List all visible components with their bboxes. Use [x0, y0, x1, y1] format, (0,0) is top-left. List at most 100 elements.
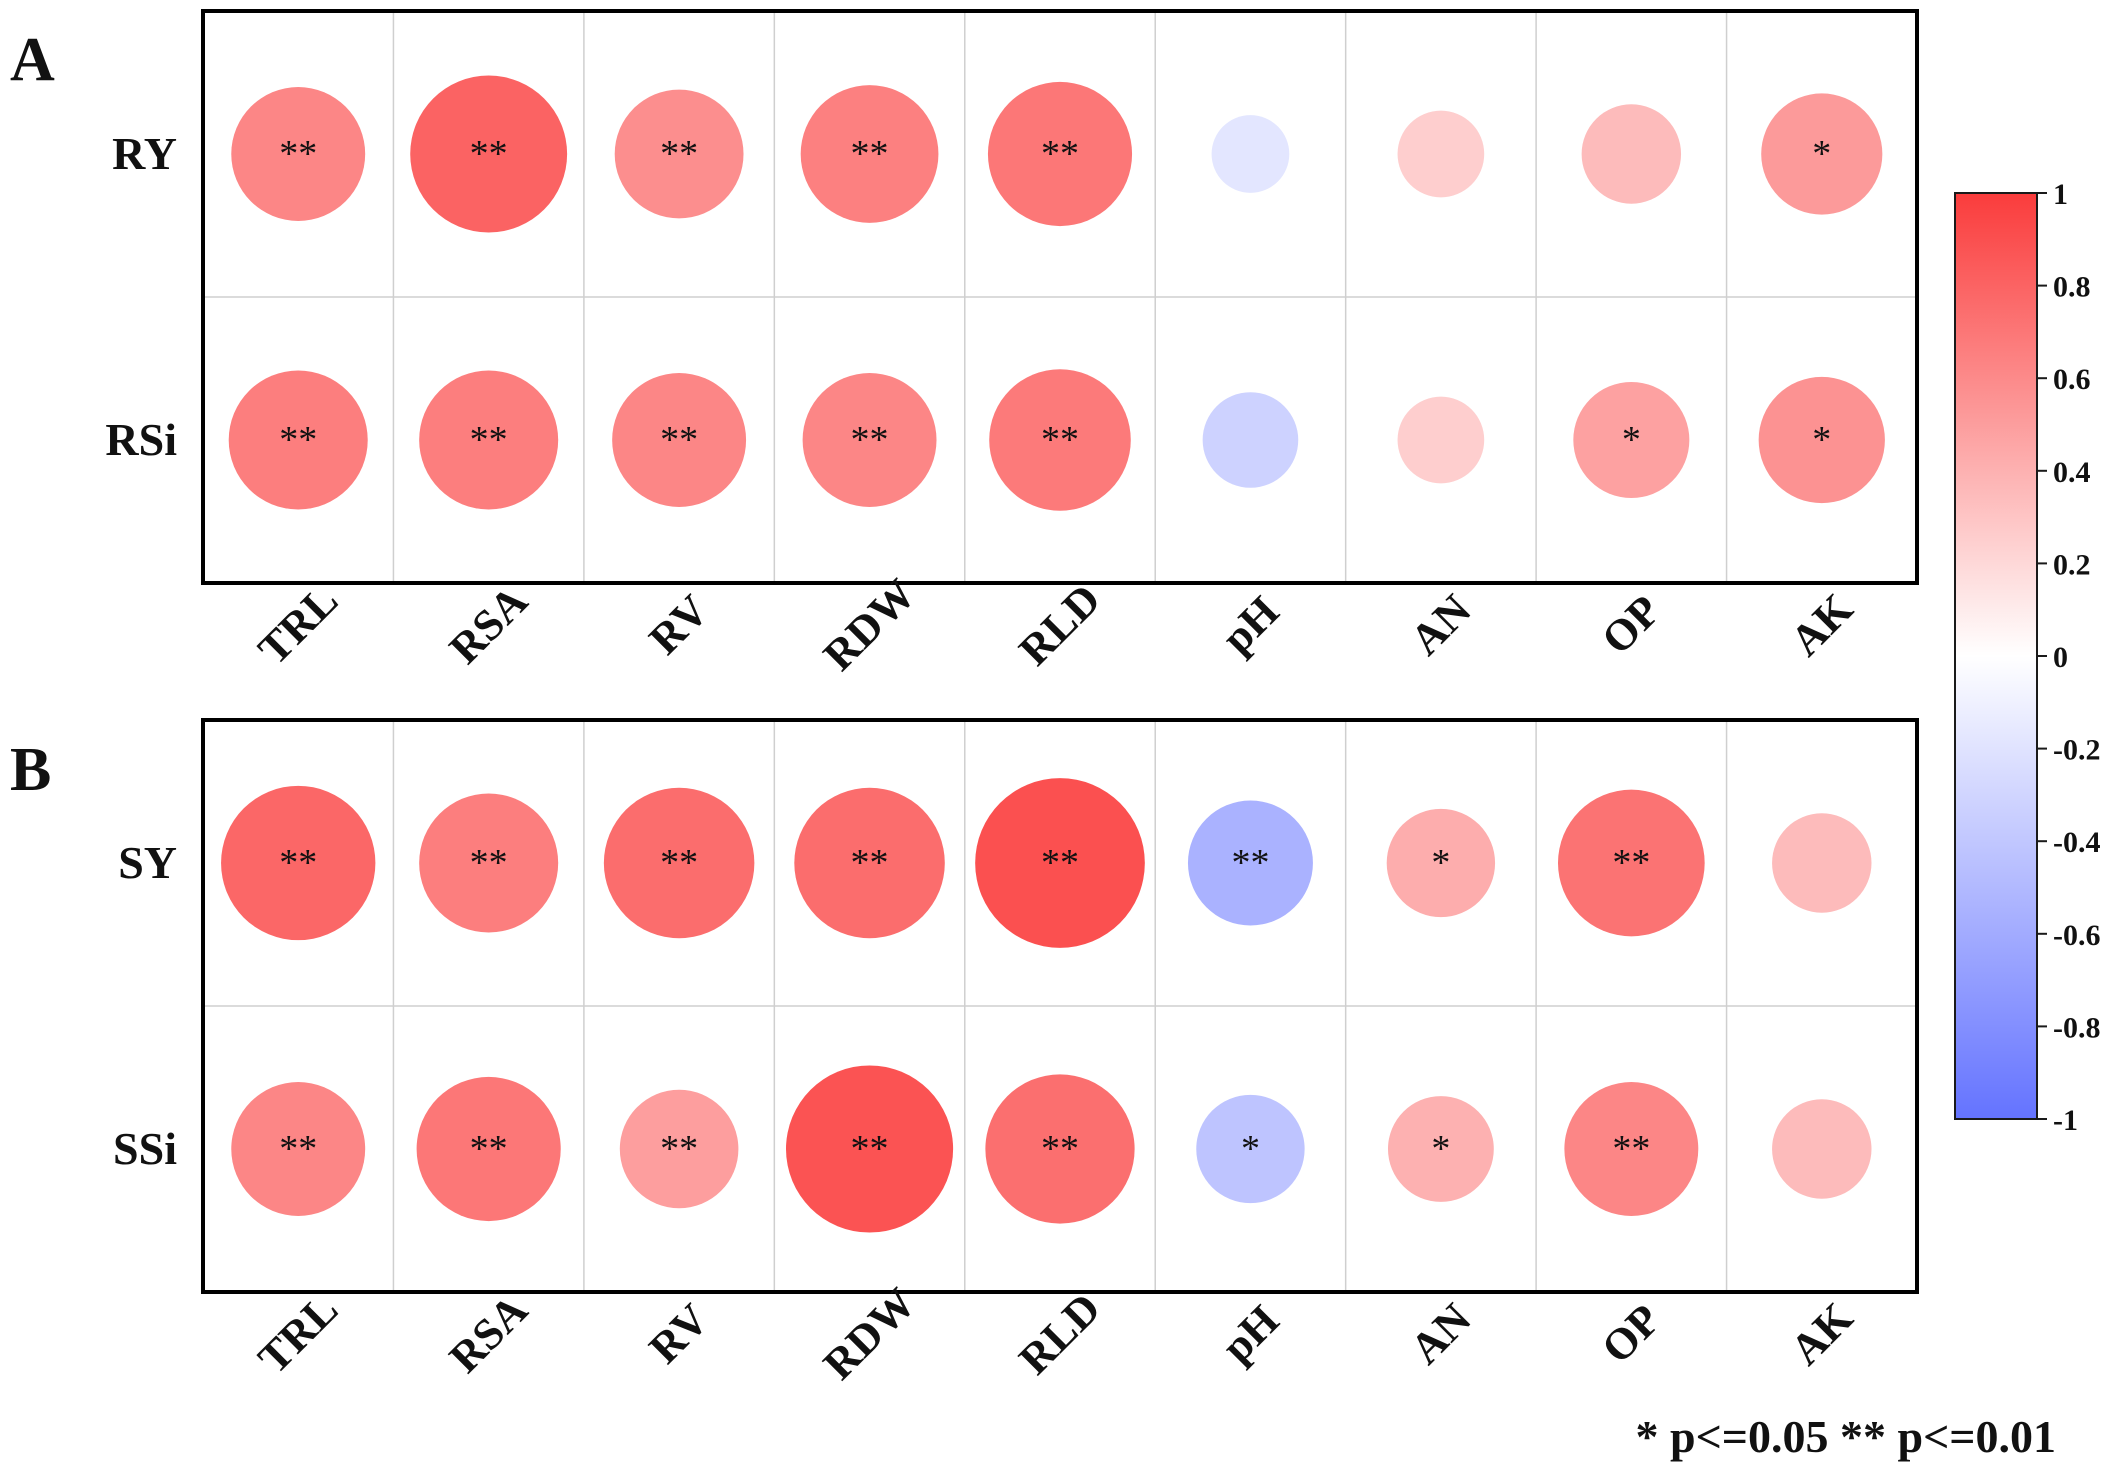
corr-circle-RY-RLD	[987, 81, 1133, 227]
column-label: OP	[1592, 1295, 1670, 1373]
significance-mark: **	[851, 1128, 889, 1170]
corr-circle-RSi-AN	[1397, 396, 1485, 484]
significance-mark: **	[1041, 419, 1079, 461]
corr-circle-RSi-RLD	[989, 369, 1131, 511]
colorbar-tick-label: -0.6	[2053, 919, 2101, 952]
column-label: RV	[640, 1294, 719, 1373]
corr-circle-RY-TRL	[231, 87, 366, 221]
corr-circle-SSi-TRL	[231, 1082, 366, 1216]
significance-mark: **	[470, 133, 508, 175]
significance-mark: **	[470, 1128, 508, 1170]
panel-letter: A	[10, 26, 55, 94]
corr-circle-SSi-pH	[1196, 1094, 1305, 1204]
corr-circle-SY-RDW	[794, 787, 945, 939]
significance-mark: **	[1041, 1128, 1079, 1170]
significance-mark: *	[1812, 133, 1831, 175]
column-label: RDW	[814, 569, 925, 680]
significance-mark: **	[470, 842, 508, 884]
significance-mark: **	[660, 133, 698, 175]
column-label: RSA	[440, 576, 537, 673]
corr-circle-RSi-OP	[1573, 381, 1690, 499]
corr-circle-RY-pH	[1211, 115, 1290, 193]
colorbar-tick-label: -0.8	[2053, 1011, 2101, 1044]
colorbar-tick-label: -0.4	[2053, 826, 2101, 859]
corr-circle-SY-RSA	[419, 793, 559, 933]
corr-circle-SY-AN	[1386, 808, 1496, 918]
panel-frame	[201, 9, 1919, 585]
row-label: RSi	[105, 414, 177, 465]
column-label: pH	[1212, 1296, 1288, 1372]
corr-circle-SY-OP	[1557, 789, 1705, 937]
corr-circle-SY-AK	[1772, 813, 1872, 913]
column-label: RV	[640, 585, 719, 664]
corr-circle-SSi-RV	[619, 1089, 739, 1209]
corr-circle-RY-AN	[1397, 110, 1485, 198]
colorbar-tick-label: -0.2	[2053, 734, 2101, 767]
significance-mark: **	[470, 419, 508, 461]
column-label: RLD	[1010, 1284, 1110, 1384]
row-label: SSi	[113, 1123, 177, 1174]
significance-mark: *	[1431, 842, 1450, 884]
corr-circle-SY-TRL	[221, 785, 376, 941]
significance-mark: **	[660, 1128, 698, 1170]
colorbar-tick-label: 0.8	[2053, 271, 2091, 304]
corr-circle-RY-AK	[1761, 93, 1883, 215]
row-label: SY	[118, 837, 177, 888]
significance-mark: **	[279, 1128, 317, 1170]
significance-mark: *	[1812, 419, 1831, 461]
colorbar-tick-label: 0	[2053, 641, 2068, 674]
corr-circle-SSi-AN	[1387, 1096, 1494, 1202]
column-label: AK	[1781, 1293, 1862, 1374]
colorbar-tick-label: 0.4	[2053, 456, 2091, 489]
significance-mark: **	[851, 842, 889, 884]
significance-mark: **	[660, 842, 698, 884]
column-label: RLD	[1010, 575, 1110, 675]
panel-letter: B	[10, 736, 51, 804]
significance-mark: **	[660, 419, 698, 461]
corr-circle-RSi-AK	[1758, 376, 1885, 504]
corr-circle-RY-RDW	[800, 85, 939, 223]
corr-circle-RSi-RSA	[419, 370, 559, 510]
significance-mark: **	[851, 419, 889, 461]
corr-circle-RSi-RDW	[802, 373, 937, 507]
corr-circle-RSi-RV	[612, 373, 747, 507]
significance-mark: **	[1041, 842, 1079, 884]
colorbar-tick-label: 0.6	[2053, 363, 2091, 396]
corr-circle-SY-pH	[1187, 800, 1313, 926]
colorbar-tick-label: -1	[2053, 1104, 2078, 1137]
corr-circle-SSi-RLD	[985, 1074, 1135, 1224]
column-label: TRL	[249, 575, 348, 674]
row-label: RY	[112, 128, 177, 179]
corr-circle-SSi-RSA	[416, 1076, 561, 1222]
colorbar-tick-label: 1	[2053, 178, 2068, 211]
significance-mark: **	[1041, 133, 1079, 175]
column-label: RDW	[814, 1278, 925, 1389]
column-label: RSA	[440, 1285, 537, 1382]
corr-circle-SSi-RDW	[785, 1065, 954, 1233]
column-label: AN	[1401, 585, 1481, 665]
corr-circle-RSi-pH	[1202, 392, 1299, 488]
column-label: AN	[1401, 1294, 1481, 1374]
corr-circle-RSi-TRL	[228, 370, 368, 510]
colorbar-tick-label: 0.2	[2053, 548, 2091, 581]
significance-footnote: * p<=0.05 ** p<=0.01	[1635, 1411, 2056, 1462]
significance-mark: **	[851, 133, 889, 175]
column-label: OP	[1592, 586, 1670, 664]
panel-frame	[201, 718, 1919, 1294]
colorbar: 1 0.8 0.6 0.4 0.2 0 -0.2 -0.4 -0.6 -0.8 -1	[1954, 178, 2101, 1137]
colorbar-gradient	[1954, 192, 2038, 1120]
significance-mark: *	[1622, 419, 1641, 461]
significance-mark: **	[279, 842, 317, 884]
significance-mark: *	[1431, 1128, 1450, 1170]
column-label: AK	[1781, 584, 1862, 665]
corr-circle-SY-RLD	[975, 778, 1145, 948]
corr-circle-SSi-OP	[1564, 1082, 1699, 1216]
corr-circle-SY-RV	[603, 787, 755, 939]
significance-mark: **	[1231, 842, 1269, 884]
column-label: pH	[1212, 587, 1288, 663]
significance-mark: **	[1612, 1128, 1650, 1170]
